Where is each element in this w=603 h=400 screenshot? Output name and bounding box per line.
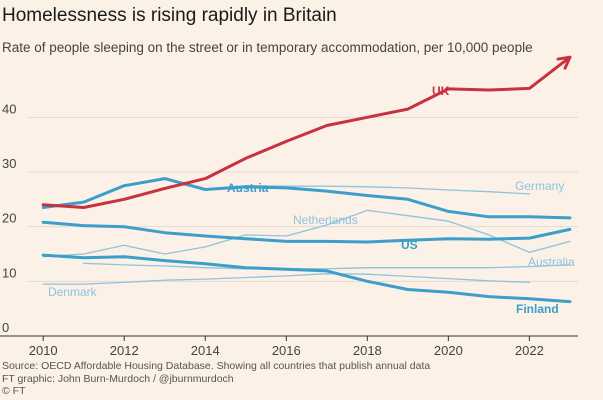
series-label-us: US bbox=[401, 238, 418, 252]
grid-layer: 0 10 20 30 40 2010 2012 2014 2016 2018 2020 2022 bbox=[0, 101, 578, 358]
chart-title: Homelessness is rising rapidly in Britai… bbox=[2, 5, 337, 26]
x-tick-label: 2014 bbox=[191, 343, 220, 358]
label-layer: UK Austria Germany Netherlands US Australia De… bbox=[48, 84, 575, 316]
chart-footer: Source: OECD Affordable Housing Database… bbox=[2, 360, 430, 398]
series-line-finland bbox=[41, 253, 572, 304]
y-tick-label: 0 bbox=[2, 320, 9, 335]
series-layer bbox=[41, 55, 572, 304]
x-tick-label: 2018 bbox=[353, 343, 382, 358]
series-label-austria: Austria bbox=[227, 181, 269, 195]
y-tick-label: 40 bbox=[2, 101, 16, 116]
series-line-uk bbox=[41, 55, 572, 209]
x-tick-label: 2012 bbox=[110, 343, 139, 358]
series-label-denmark: Denmark bbox=[48, 285, 98, 299]
series-line-us bbox=[41, 220, 572, 244]
series-label-uk: UK bbox=[432, 84, 450, 98]
x-tick-label: 2022 bbox=[515, 343, 544, 358]
y-tick-label: 10 bbox=[2, 265, 16, 280]
series-label-netherlands: Netherlands bbox=[293, 213, 358, 227]
x-tick-label: 2016 bbox=[272, 343, 301, 358]
series-line-austria bbox=[41, 177, 572, 220]
series-label-finland: Finland bbox=[516, 302, 559, 316]
source-note: Source: OECD Affordable Housing Database… bbox=[2, 360, 431, 372]
credit-note: FT graphic: John Burn-Murdoch / @jburnmu… bbox=[2, 372, 234, 385]
series-label-germany: Germany bbox=[515, 179, 564, 193]
series-line-germany bbox=[245, 185, 531, 195]
y-tick-label: 20 bbox=[2, 211, 16, 226]
chart-subtitle: Rate of people sleeping on the street or… bbox=[2, 40, 533, 55]
series-line-denmark bbox=[42, 273, 531, 285]
x-tick-label: 2010 bbox=[29, 343, 58, 358]
uk-arrowhead bbox=[556, 55, 572, 70]
x-tick-label: 2020 bbox=[434, 343, 463, 358]
series-line-australia bbox=[83, 262, 571, 270]
series-label-australia: Australia bbox=[528, 255, 575, 269]
series-line-netherlands bbox=[42, 209, 571, 258]
y-tick-label: 30 bbox=[2, 156, 16, 171]
copyright-note: © FT bbox=[2, 385, 26, 397]
